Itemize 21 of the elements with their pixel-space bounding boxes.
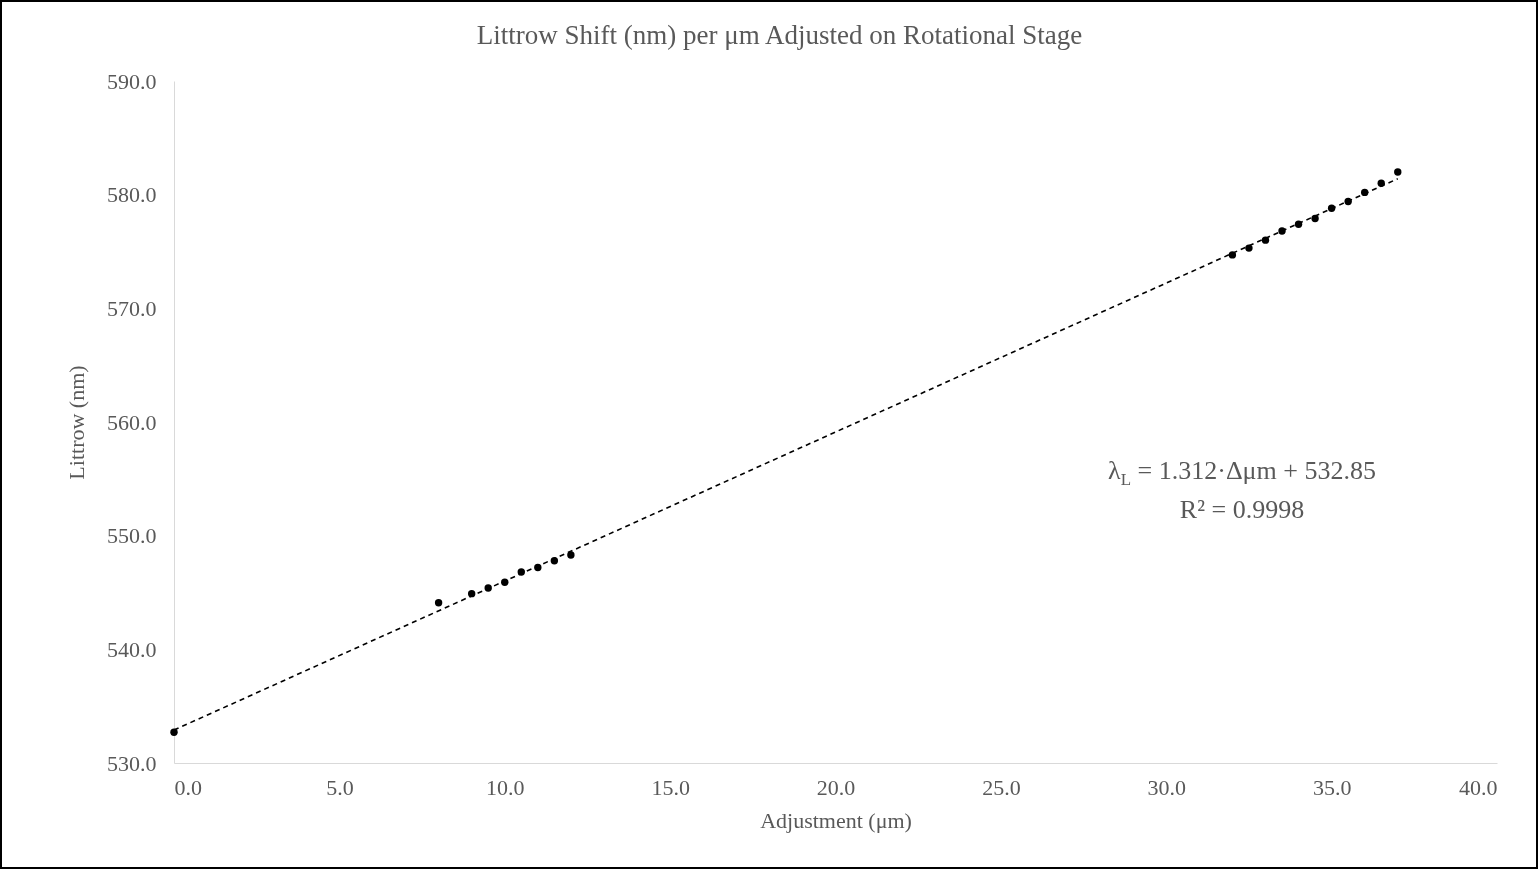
- x-tick-label: 25.0: [982, 774, 1021, 800]
- x-tick-label: 0.0: [174, 774, 202, 800]
- annotation: λ$_{L}$ = 1.312·Δμm + 532.85: [1108, 456, 1376, 490]
- x-tick-label: 15.0: [651, 774, 690, 800]
- x-tick-label: 20.0: [816, 774, 856, 800]
- chart-title: Littrow Shift (nm) per μm Adjusted on Rotational Stage: [476, 20, 1083, 50]
- y-tick-label: 560.0: [107, 409, 157, 435]
- x-axis-title: Adjustment (μm): [760, 807, 912, 833]
- y-axis-title: Littrow (nm): [64, 365, 89, 480]
- x-tick-label: 40.0: [1459, 774, 1498, 800]
- x-tick-label: 5.0: [326, 774, 354, 800]
- annotation: R² = 0.9998: [1179, 495, 1305, 525]
- y-tick-label: 570.0: [107, 295, 157, 321]
- y-tick-label: 540.0: [107, 636, 157, 662]
- x-tick-label: 10.0: [486, 774, 525, 800]
- y-tick-label: 530.0: [107, 750, 157, 776]
- y-tick-label: 590.0: [107, 68, 157, 94]
- x-tick-label: 35.0: [1312, 774, 1352, 800]
- y-tick-label: 580.0: [107, 182, 157, 208]
- y-tick-label: 550.0: [107, 523, 157, 549]
- x-tick-label: 30.0: [1147, 774, 1186, 800]
